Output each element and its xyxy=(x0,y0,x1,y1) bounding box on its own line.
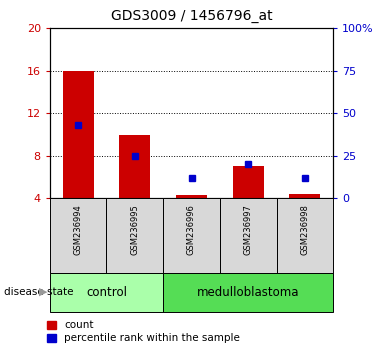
Bar xyxy=(62,71,94,198)
Text: GSM236994: GSM236994 xyxy=(74,204,83,255)
Bar xyxy=(106,198,163,273)
Text: GSM236996: GSM236996 xyxy=(187,204,196,255)
Text: GSM236995: GSM236995 xyxy=(130,204,139,255)
Text: GSM236998: GSM236998 xyxy=(300,204,309,255)
Text: ▶: ▶ xyxy=(39,287,48,297)
Bar xyxy=(50,273,163,312)
Bar xyxy=(289,194,321,198)
Bar xyxy=(50,198,106,273)
Bar xyxy=(232,166,264,198)
Text: GSM236997: GSM236997 xyxy=(244,204,253,255)
Bar xyxy=(176,195,207,198)
Text: control: control xyxy=(86,286,127,298)
Bar xyxy=(163,273,333,312)
Bar xyxy=(277,198,333,273)
Legend: count, percentile rank within the sample: count, percentile rank within the sample xyxy=(47,320,240,343)
Bar xyxy=(163,198,220,273)
Bar xyxy=(119,135,151,198)
Text: medulloblastoma: medulloblastoma xyxy=(197,286,300,298)
Text: disease state: disease state xyxy=(4,287,73,297)
Text: GDS3009 / 1456796_at: GDS3009 / 1456796_at xyxy=(111,9,272,23)
Bar xyxy=(220,198,277,273)
